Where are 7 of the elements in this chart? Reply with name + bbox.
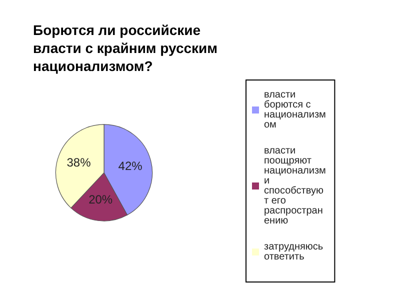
legend-label: затрудняюсь ответить <box>264 242 326 262</box>
chart-title: Борются ли российские власти с крайним русским национализмом? <box>33 22 222 74</box>
data-label: 20% <box>88 192 113 207</box>
data-label: 38% <box>66 156 92 170</box>
legend-label: власти борются с национализмом <box>264 90 326 130</box>
data-label: 42% <box>118 158 143 173</box>
legend-label: власти поощряют национализм и способствуют его распространению <box>264 146 329 226</box>
